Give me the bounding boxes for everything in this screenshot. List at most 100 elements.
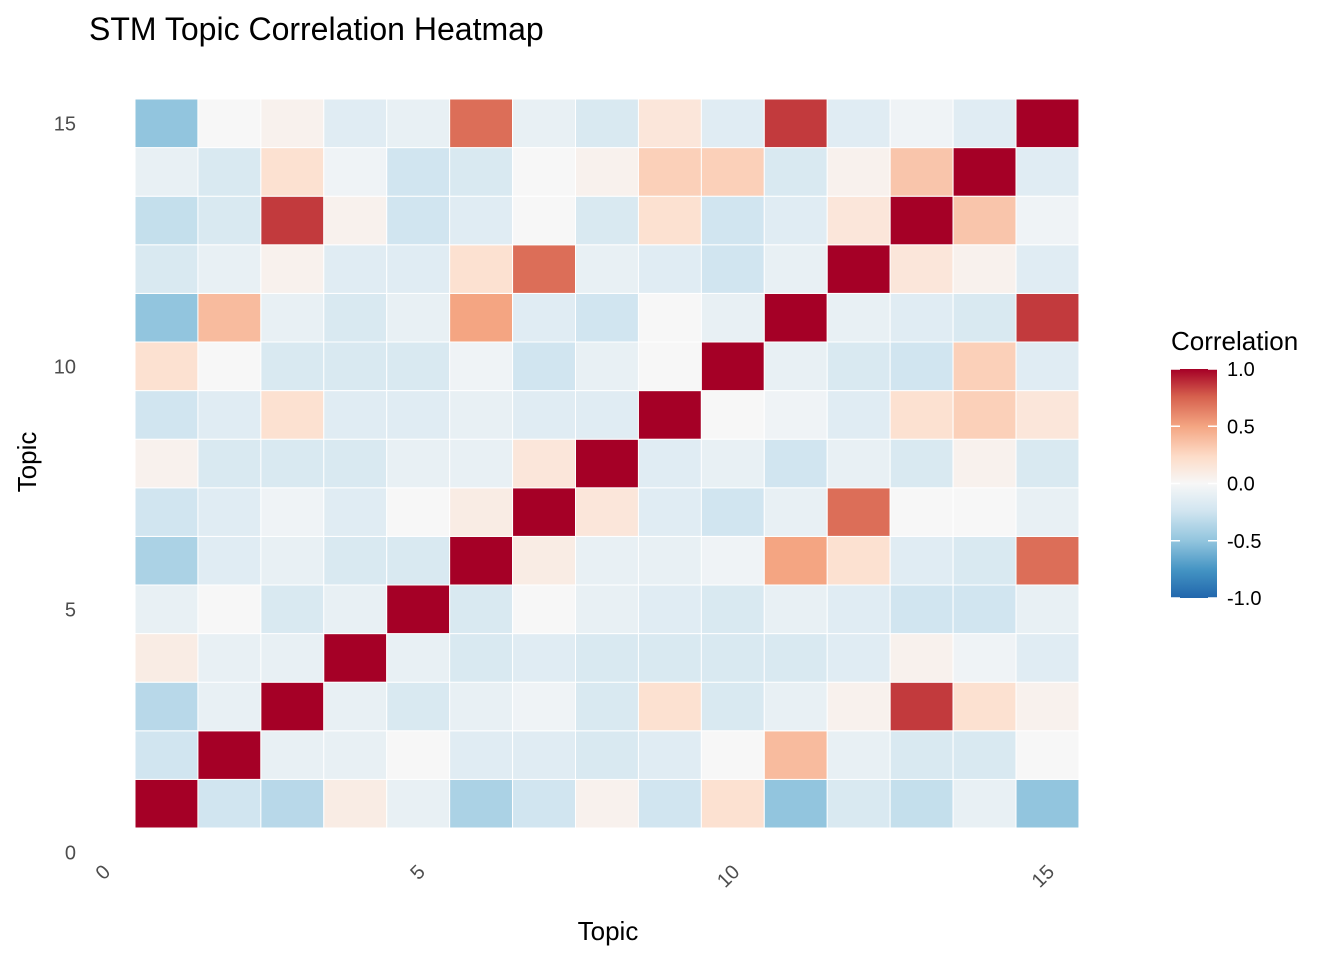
heatmap-cell-11-9 <box>763 390 828 440</box>
heatmap-cell-10-3 <box>700 681 765 732</box>
heatmap-cell-11-15 <box>763 98 828 149</box>
heatmap-cell-1-11 <box>134 292 199 343</box>
heatmap-cell-3-1 <box>260 778 325 829</box>
heatmap-cell-6-3 <box>449 681 514 732</box>
heatmap-cell-15-10 <box>1015 341 1080 392</box>
heatmap-cell-14-7 <box>952 487 1017 537</box>
heatmap-cell-15-4 <box>1015 633 1080 683</box>
heatmap-cell-2-1 <box>197 778 262 829</box>
heatmap-cell-11-7 <box>763 487 828 537</box>
heatmap-cell-9-5 <box>637 584 702 635</box>
heatmap-cell-8-15 <box>575 98 639 149</box>
heatmap-cell-1-13 <box>134 195 199 246</box>
x-axis-ticks: 0 5 10 15 <box>92 861 1059 892</box>
heatmap-cell-1-10 <box>134 341 199 392</box>
heatmap-cell-5-3 <box>386 681 451 732</box>
heatmap-cell-3-12 <box>260 244 325 294</box>
heatmap-cell-13-13 <box>889 195 954 246</box>
heatmap-cell-10-14 <box>700 147 765 197</box>
heatmap-cell-9-10 <box>637 341 702 392</box>
heatmap-cell-5-4 <box>386 633 451 683</box>
heatmap-cell-3-8 <box>260 438 325 489</box>
heatmap-cell-15-8 <box>1015 438 1080 489</box>
heatmap-cell-7-1 <box>512 778 577 829</box>
heatmap-cell-6-1 <box>449 778 514 829</box>
heatmap-cell-15-1 <box>1015 778 1080 829</box>
heatmap-cell-13-15 <box>889 98 954 149</box>
heatmap-cell-5-14 <box>386 147 451 197</box>
chart-title: STM Topic Correlation Heatmap <box>89 11 544 47</box>
heatmap-cell-9-2 <box>637 730 702 780</box>
heatmap-cell-10-10 <box>700 341 765 392</box>
heatmap-cell-15-11 <box>1015 292 1080 343</box>
heatmap-cell-8-4 <box>575 633 639 683</box>
heatmap-cell-5-2 <box>386 730 451 780</box>
heatmap-cell-3-4 <box>260 633 325 683</box>
y-tick-label-15: 15 <box>54 113 76 135</box>
heatmap-cell-10-1 <box>700 778 765 829</box>
y-axis-label: Topic <box>12 432 42 493</box>
heatmap-cell-5-9 <box>386 390 451 440</box>
heatmap-cell-12-12 <box>826 244 891 294</box>
heatmap-cell-6-11 <box>449 292 514 343</box>
heatmap-cell-7-6 <box>512 535 577 586</box>
heatmap-cell-2-12 <box>197 244 262 294</box>
heatmap-cell-7-7 <box>512 487 577 537</box>
heatmap-cell-15-2 <box>1015 730 1080 780</box>
heatmap-cell-6-2 <box>449 730 514 780</box>
heatmap-cell-14-14 <box>952 147 1017 197</box>
heatmap-cell-10-15 <box>700 98 765 149</box>
heatmap-cell-4-12 <box>323 244 388 294</box>
heatmap-cell-10-11 <box>700 292 765 343</box>
heatmap-cell-14-3 <box>952 681 1017 732</box>
heatmap-cell-11-14 <box>763 147 828 197</box>
heatmap-cell-3-3 <box>260 681 325 732</box>
x-tick-label-10: 10 <box>713 861 744 892</box>
y-axis-ticks: 0 5 10 15 <box>54 113 76 864</box>
heatmap-cell-3-6 <box>260 535 325 586</box>
heatmap-cell-12-4 <box>826 633 891 683</box>
heatmap-cell-7-15 <box>512 98 577 149</box>
heatmap-cell-15-7 <box>1015 487 1080 537</box>
heatmap-cell-12-9 <box>826 390 891 440</box>
heatmap-cell-9-4 <box>637 633 702 683</box>
heatmap-cell-13-5 <box>889 584 954 635</box>
heatmap-cell-8-10 <box>575 341 639 392</box>
legend-tick-label-0.5: 0.5 <box>1227 416 1255 438</box>
heatmap-cell-10-6 <box>700 535 765 586</box>
heatmap-cell-2-5 <box>197 584 262 635</box>
heatmap-cell-3-14 <box>260 147 325 197</box>
heatmap-cell-10-13 <box>700 195 765 246</box>
heatmap-cell-14-13 <box>952 195 1017 246</box>
heatmap-cell-3-2 <box>260 730 325 780</box>
heatmap-cell-7-14 <box>512 147 577 197</box>
heatmap-cell-10-2 <box>700 730 765 780</box>
heatmap-cell-14-5 <box>952 584 1017 635</box>
heatmap-cell-2-4 <box>197 633 262 683</box>
heatmap-cell-12-3 <box>826 681 891 732</box>
heatmap-cell-1-6 <box>134 535 199 586</box>
heatmap-cell-15-3 <box>1015 681 1080 732</box>
heatmap-cell-3-15 <box>260 98 325 149</box>
heatmap-cell-9-15 <box>637 98 702 149</box>
y-tick-label-5: 5 <box>65 599 76 621</box>
heatmap-cell-5-12 <box>386 244 451 294</box>
heatmap-cell-2-2 <box>197 730 262 780</box>
heatmap-cell-8-5 <box>575 584 639 635</box>
heatmap-cells <box>134 98 1080 829</box>
heatmap-cell-13-10 <box>889 341 954 392</box>
heatmap-cell-13-12 <box>889 244 954 294</box>
heatmap-cell-5-6 <box>386 535 451 586</box>
heatmap-cell-13-4 <box>889 633 954 683</box>
heatmap-cell-1-2 <box>134 730 199 780</box>
heatmap-cell-6-10 <box>449 341 514 392</box>
heatmap-cell-13-7 <box>889 487 954 537</box>
heatmap-cell-4-13 <box>323 195 388 246</box>
heatmap-cell-9-3 <box>637 681 702 732</box>
heatmap-cell-1-4 <box>134 633 199 683</box>
heatmap-cell-8-8 <box>575 438 639 489</box>
heatmap-cell-10-8 <box>700 438 765 489</box>
heatmap-cell-12-7 <box>826 487 891 537</box>
heatmap-cell-5-11 <box>386 292 451 343</box>
heatmap-cell-14-6 <box>952 535 1017 586</box>
